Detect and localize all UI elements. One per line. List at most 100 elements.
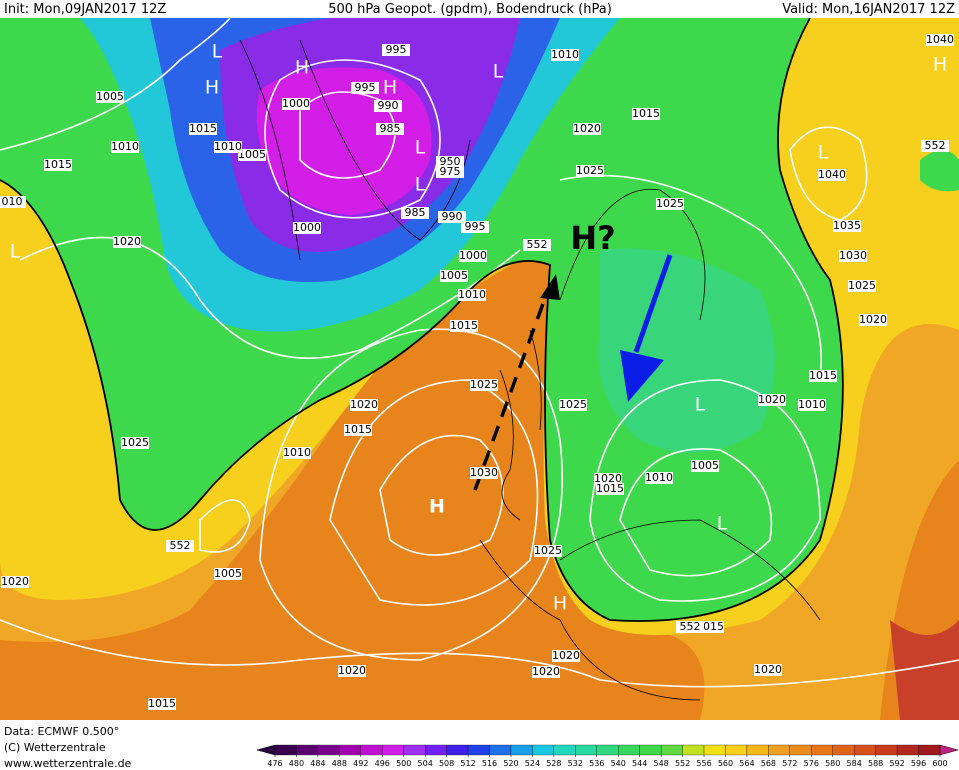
isobar-label-bg [859, 314, 887, 326]
isobar-label: 950 [440, 155, 461, 168]
isobar-label: 1025 [121, 436, 149, 449]
isobar-label: 1015 [189, 122, 217, 135]
isobar-label-bg [440, 270, 468, 282]
isobar-label-bg [461, 221, 489, 233]
annotations: H? [473, 219, 673, 491]
colorbar-tick-label: 548 [653, 759, 668, 768]
pressure-center: H [205, 77, 219, 99]
website: www.wetterzentrale.de [4, 757, 132, 770]
isobar-label: 995 [355, 81, 376, 94]
colorbar-tick-label: 576 [804, 759, 819, 768]
isobar-label: 1020 [532, 665, 560, 678]
isobar-label-bg [401, 207, 429, 219]
isobar-label: 1015 [148, 697, 176, 710]
colorbar-segment [811, 744, 833, 756]
colorbar-tick-label: 512 [460, 759, 475, 768]
isobar-label-bg [632, 108, 660, 120]
isobar [199, 499, 251, 553]
blue-arrow-head [620, 350, 664, 402]
colorbar-segment [746, 744, 769, 756]
isobar-label-bg [573, 123, 601, 135]
colorbar-tick-label: 580 [825, 759, 840, 768]
valid-text: Valid: Mon,16JAN2017 12Z [782, 2, 955, 17]
isobar [264, 59, 441, 219]
isobar-label-bg [148, 698, 176, 710]
copyright: (C) Wetterzentrale [4, 741, 106, 754]
isobar-label: 1025 [559, 398, 587, 411]
isobar-label-bg [282, 98, 310, 110]
isobar-label: 1005 [691, 459, 719, 472]
colorbar-tick-label: 492 [353, 759, 368, 768]
isobar-label: 1010 [645, 471, 673, 484]
isobar-label: 995 [386, 43, 407, 56]
isobar-label-bg [818, 169, 846, 181]
colorbar-tick-label: 496 [375, 759, 390, 768]
coastlines [239, 39, 821, 701]
isobar-label-bg [96, 91, 124, 103]
colorbar-tick-label: 556 [696, 759, 711, 768]
dashed-arrow-head [540, 274, 560, 300]
isobar-label-bg [283, 447, 311, 459]
colorbar-tick-label: 600 [932, 759, 947, 768]
isobar-label: 1025 [534, 544, 562, 557]
isobar [0, 619, 959, 688]
isobar-label-bg [214, 141, 242, 153]
isobar-label-bg [44, 159, 72, 171]
isobar-label: 1020 [113, 235, 141, 248]
colorbar-segment [768, 744, 790, 756]
isobar-label-bg [926, 34, 954, 46]
colorbar-tick-label: 516 [482, 759, 497, 768]
colorbar-tick-label: 500 [396, 759, 411, 768]
isobar [299, 91, 396, 179]
isobar-label-bg [470, 467, 498, 479]
isobar-label-bg [0, 196, 26, 208]
colorbar-segment [467, 744, 490, 756]
contours [0, 17, 959, 688]
contour-552 [0, 17, 844, 622]
isobar-label: 1015 [344, 423, 372, 436]
colorbar-segment [639, 744, 662, 756]
pressure-center: L [415, 137, 426, 159]
isobar-label-bg [376, 123, 404, 135]
isobar-label: 995 [465, 220, 486, 233]
colorbar-segment [403, 744, 426, 756]
isobar-label-bg [382, 44, 410, 56]
colorbar-tick-label: 504 [418, 759, 433, 768]
colorbar-tick-label: 560 [718, 759, 733, 768]
pressure-center: H [429, 496, 445, 518]
isobar-label-bg [691, 460, 719, 472]
isobar-label-bg [450, 320, 478, 332]
isobar-label: 990 [378, 99, 399, 112]
colorbar-segment [918, 744, 941, 756]
isobar-label-bg [1, 576, 29, 588]
isobar-label-bg [809, 370, 837, 382]
isobar-label: 1020 [1, 575, 29, 588]
colorbar-segment [596, 744, 619, 756]
pressure-center: L [493, 61, 504, 83]
isobar-label-bg [374, 100, 402, 112]
field [0, 18, 959, 720]
colorbar-segment [789, 744, 812, 756]
colorbar-segment [339, 744, 361, 756]
isobar-label-bg [576, 165, 604, 177]
blue-arrow-line [633, 254, 673, 353]
pressure-center: H [553, 593, 567, 615]
isobar-label-bg [594, 473, 622, 485]
colorbar-segment [532, 744, 555, 756]
isobar-label-bg [351, 82, 379, 94]
isobar-label: 1010 [458, 288, 486, 301]
isobar-label: 1010 [283, 446, 311, 459]
isobar [559, 174, 823, 381]
data-source: Data: ECMWF 0.500° [4, 725, 119, 738]
colorbar-segment [360, 744, 383, 756]
isobar-label: 1015 [809, 369, 837, 382]
isobar-label: 552 [680, 620, 701, 633]
isobar-label: 1030 [839, 249, 867, 262]
isobar-label-bg [214, 568, 242, 580]
colorbar-segment [296, 744, 319, 756]
colorbar-tick-label: 584 [847, 759, 862, 768]
isobar-label-bg [552, 650, 580, 662]
